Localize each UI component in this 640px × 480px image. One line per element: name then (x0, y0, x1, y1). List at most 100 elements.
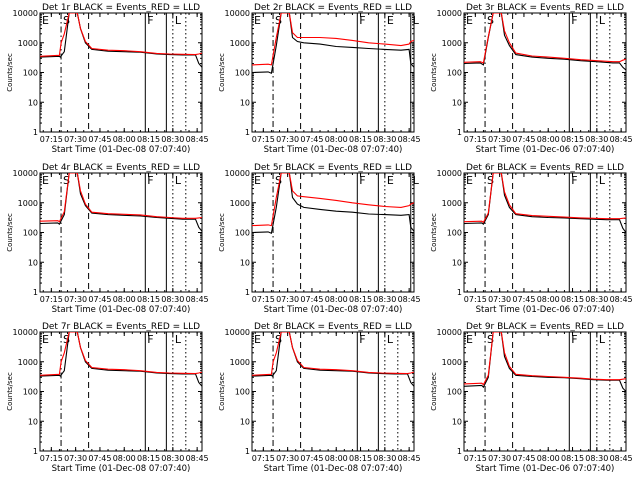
x-axis-label: Start Time (01-Dec-08 07:07:40) (52, 464, 191, 474)
series-line-lld (464, 173, 626, 224)
y-tick-label: 10 (240, 98, 250, 107)
y-tick-label: 1 (245, 447, 250, 456)
y-tick-label: 100 (23, 69, 38, 78)
x-axis-label: Start Time (01-Dec-08 07:07:40) (264, 305, 403, 315)
y-tick-label: 10 (28, 98, 38, 107)
y-tick-label: 1 (457, 128, 462, 137)
y-tick-label: 10000 (437, 9, 462, 18)
y-tick-label: 1 (457, 288, 462, 297)
x-tick-label: 07:30 (488, 135, 511, 144)
x-tick-label: 08:15 (561, 295, 584, 304)
y-axis-label: Counts/sec (218, 372, 226, 411)
event-marker-label: L (175, 14, 182, 27)
y-tick-label: 10000 (13, 328, 38, 337)
plot-frame (463, 172, 627, 293)
y-tick-label: 10000 (437, 328, 462, 337)
x-axis-label: Start Time (01-Dec-08 07:07:40) (264, 464, 403, 474)
y-tick-label: 1000 (442, 199, 462, 208)
event-marker-label: E (42, 174, 49, 187)
event-marker-label: S (63, 14, 70, 27)
event-marker-label: L (413, 14, 420, 27)
y-tick-label: 1 (457, 447, 462, 456)
y-tick-label: 100 (447, 229, 462, 238)
chart-panel: Det 2r BLACK = Events_RED = LLD 1 10 100 100… (218, 3, 421, 155)
y-tick-label: 1000 (230, 358, 250, 367)
event-marker-label: L (599, 174, 606, 187)
y-tick-label: 10 (452, 98, 462, 107)
x-tick-label: 07:45 (300, 454, 323, 463)
series-line-events (252, 173, 414, 234)
series-line-lld (464, 13, 626, 64)
series-line-lld (252, 332, 414, 376)
x-tick-label: 08:00 (537, 454, 560, 463)
event-marker-label: E (387, 14, 394, 27)
event-marker-label: F (359, 174, 365, 187)
x-tick-label: 08:30 (373, 295, 396, 304)
x-tick-label: 08:45 (186, 295, 209, 304)
chart-title: Det 8r BLACK = Events_RED = LLD (254, 322, 412, 332)
x-tick-label: 07:15 (252, 295, 275, 304)
series-line-events (40, 173, 202, 232)
event-marker-label: F (147, 333, 153, 346)
chart-title: Det 4r BLACK = Events_RED = LLD (42, 163, 200, 173)
x-tick-label: 07:30 (276, 135, 299, 144)
x-tick-label: 07:45 (512, 295, 535, 304)
event-marker-label: F (571, 14, 577, 27)
x-tick-label: 08:15 (349, 454, 372, 463)
plot-frame (463, 331, 627, 452)
chart-panel: Det 7r BLACK = Events_RED = LLD 1 10 100 100… (6, 322, 209, 474)
x-tick-label: 08:15 (349, 135, 372, 144)
series-line-lld (252, 173, 414, 227)
y-tick-label: 1 (33, 128, 38, 137)
event-marker-label: S (275, 333, 282, 346)
x-tick-label: 07:15 (464, 135, 487, 144)
y-tick-label: 1000 (18, 358, 38, 367)
event-marker-label: L (599, 14, 606, 27)
x-tick-label: 07:15 (464, 454, 487, 463)
x-axis-label: Start Time (01-Dec-08 07:07:40) (52, 145, 191, 155)
x-tick-label: 08:15 (137, 295, 160, 304)
series-line-events (252, 13, 414, 74)
x-tick-label: 07:30 (64, 295, 87, 304)
x-tick-label: 08:15 (561, 454, 584, 463)
chart-panel: Det 3r BLACK = Events_RED = LLD 1 10 100 100… (430, 3, 633, 155)
y-tick-label: 1000 (230, 199, 250, 208)
y-axis-label: Counts/sec (218, 53, 226, 92)
x-tick-label: 08:00 (325, 135, 348, 144)
x-tick-label: 07:30 (488, 295, 511, 304)
y-tick-label: 10000 (13, 169, 38, 178)
x-tick-label: 08:45 (398, 295, 421, 304)
x-tick-label: 08:45 (610, 295, 633, 304)
x-tick-label: 07:45 (512, 454, 535, 463)
chart-panel: Det 9r BLACK = Events_RED = LLD 1 10 100 100… (430, 322, 633, 474)
y-tick-label: 10000 (225, 169, 250, 178)
y-tick-label: 100 (235, 388, 250, 397)
event-marker-label: S (63, 333, 70, 346)
y-tick-label: 100 (235, 69, 250, 78)
chart-title: Det 3r BLACK = Events_RED = LLD (466, 3, 624, 13)
event-marker-label: E (466, 174, 473, 187)
x-tick-label: 07:15 (252, 135, 275, 144)
event-marker-label: F (571, 333, 577, 346)
plot-frame (251, 12, 415, 133)
x-tick-label: 07:45 (512, 135, 535, 144)
x-tick-label: 08:00 (325, 454, 348, 463)
chart-title: Det 6r BLACK = Events_RED = LLD (466, 163, 624, 173)
y-tick-label: 100 (447, 69, 462, 78)
x-tick-label: 08:15 (349, 295, 372, 304)
x-tick-label: 08:30 (585, 295, 608, 304)
x-tick-label: 07:15 (252, 454, 275, 463)
y-tick-label: 10 (28, 258, 38, 267)
y-tick-label: 10000 (225, 9, 250, 18)
plot-frame (251, 331, 415, 452)
event-marker-label: F (147, 174, 153, 187)
x-tick-label: 07:15 (40, 454, 63, 463)
x-tick-label: 08:00 (537, 135, 560, 144)
y-tick-label: 100 (23, 388, 38, 397)
event-marker-label: S (487, 174, 494, 187)
y-tick-label: 1000 (230, 39, 250, 48)
chart-title: Det 2r BLACK = Events_RED = LLD (254, 3, 412, 13)
event-marker-label: S (275, 174, 282, 187)
event-marker-label: S (63, 174, 70, 187)
event-marker-label: E (254, 333, 261, 346)
